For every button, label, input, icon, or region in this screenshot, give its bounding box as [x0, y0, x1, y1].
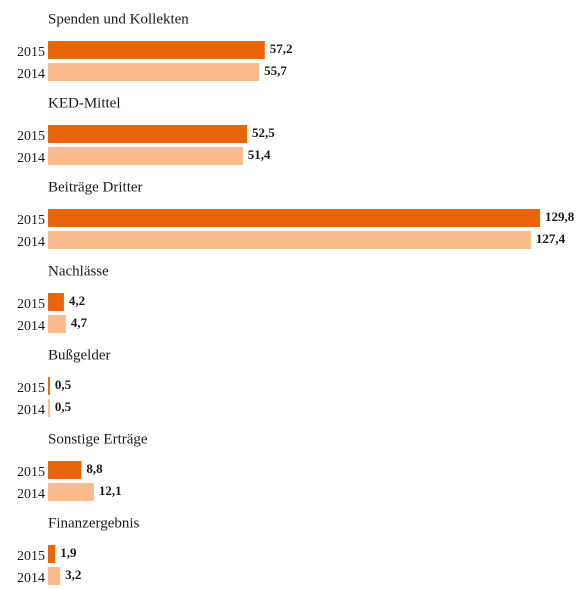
group-title: Spenden und Kollekten: [48, 11, 189, 27]
value-label: 129,8: [545, 209, 575, 224]
value-label: 52,5: [252, 125, 275, 140]
year-label: 2015: [17, 129, 45, 144]
bar: [48, 63, 260, 81]
bar: [48, 231, 531, 249]
bar: [48, 209, 540, 227]
value-label: 51,4: [248, 147, 271, 162]
year-label: 2014: [17, 67, 45, 82]
value-label: 1,9: [60, 545, 77, 560]
year-label: 2014: [17, 571, 45, 586]
bar: [48, 461, 82, 479]
value-label: 127,4: [536, 231, 566, 246]
value-label: 8,8: [86, 461, 103, 476]
group-title: KED-Mittel: [48, 95, 121, 111]
value-label: 55,7: [264, 63, 287, 78]
year-label: 2014: [17, 151, 45, 166]
year-label: 2015: [17, 297, 45, 312]
value-label: 0,5: [55, 399, 72, 414]
value-label: 12,1: [99, 483, 122, 498]
value-label: 3,2: [65, 567, 81, 582]
value-label: 4,2: [69, 293, 85, 308]
year-label: 2015: [17, 381, 45, 396]
year-label: 2014: [17, 403, 45, 418]
bar: [48, 125, 247, 143]
bar: [48, 41, 265, 59]
bar: [48, 399, 50, 417]
bar: [48, 545, 56, 563]
year-label: 2015: [17, 45, 45, 60]
value-label: 57,2: [270, 41, 293, 56]
year-label: 2015: [17, 465, 45, 480]
bar: [48, 483, 94, 501]
bar: [48, 377, 50, 395]
year-label: 2014: [17, 319, 45, 334]
year-label: 2015: [17, 549, 45, 564]
bar: [48, 293, 64, 311]
group-title: Nachlässe: [48, 263, 109, 279]
value-label: 0,5: [55, 377, 72, 392]
group-title: Sonstige Erträge: [48, 431, 148, 447]
year-label: 2015: [17, 213, 45, 228]
bar: [48, 147, 243, 165]
group-title: Beiträge Dritter: [48, 179, 143, 195]
group-title: Bußgelder: [48, 347, 110, 363]
value-label: 4,7: [71, 315, 88, 330]
bar: [48, 315, 66, 333]
bar: [48, 567, 61, 585]
year-label: 2014: [17, 487, 45, 502]
group-title: Finanzergebnis: [48, 515, 140, 531]
year-label: 2014: [17, 235, 45, 250]
